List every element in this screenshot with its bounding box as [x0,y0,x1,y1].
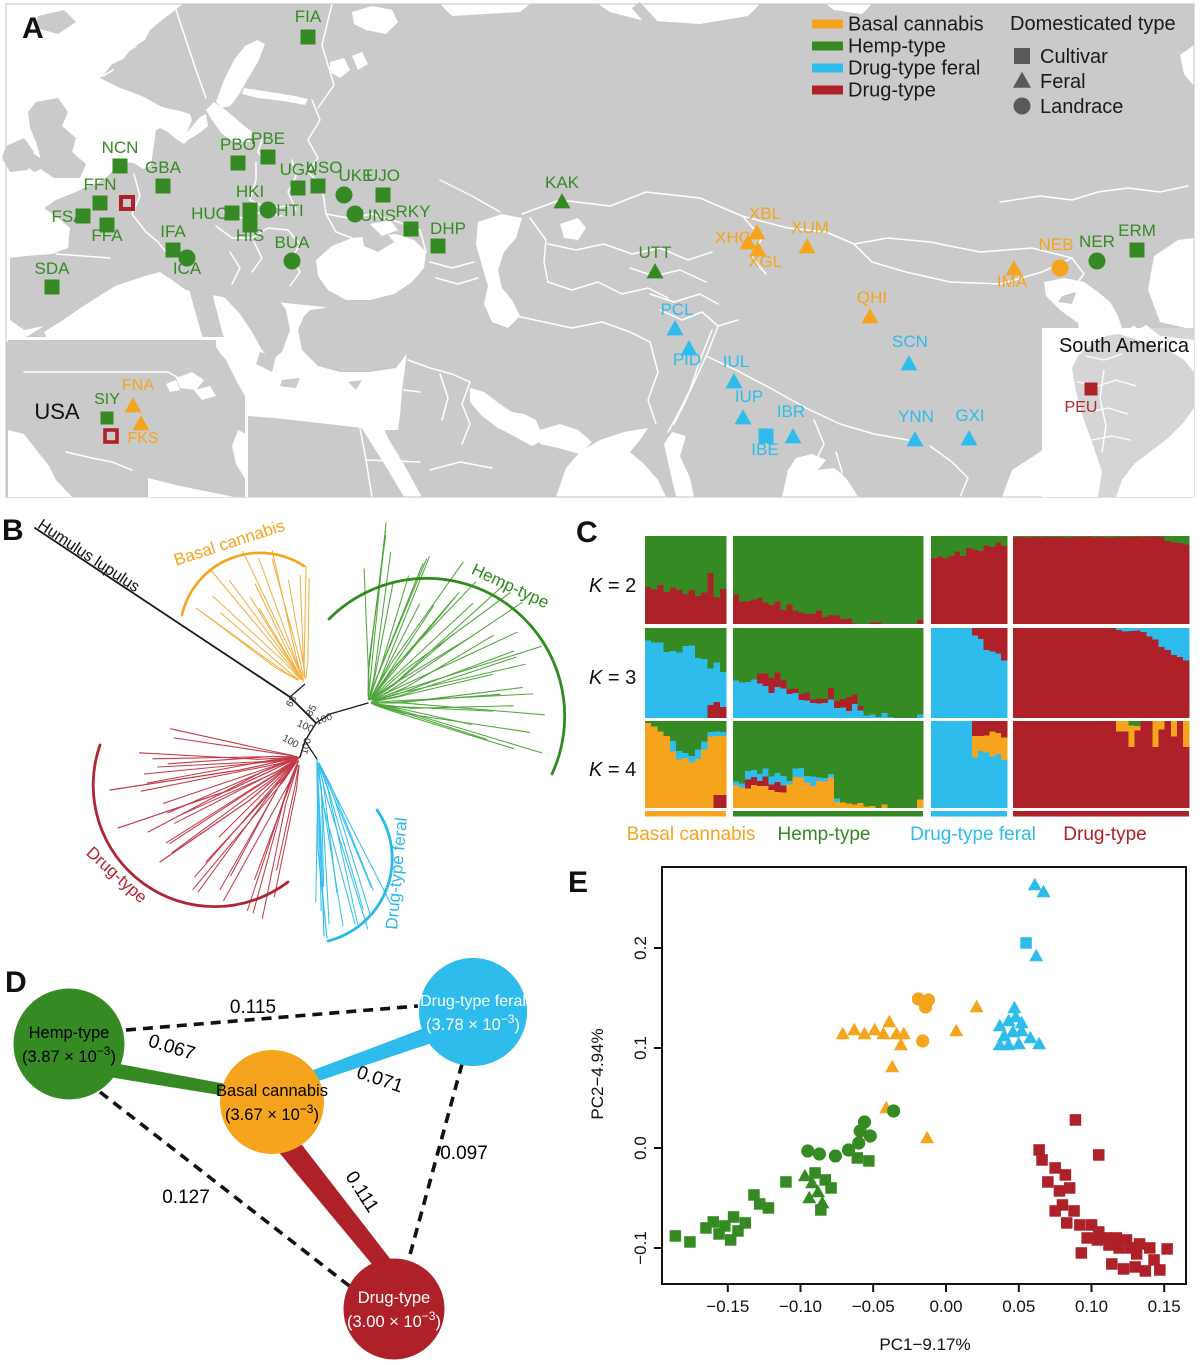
svg-text:B: B [2,514,24,547]
svg-text:DHP: DHP [430,219,466,238]
svg-text:0.127: 0.127 [162,1187,210,1208]
svg-text:IUP: IUP [735,387,763,406]
svg-text:K = 4: K = 4 [589,759,636,781]
svg-text:Hemp-type: Hemp-type [778,824,871,845]
svg-text:SDA: SDA [35,259,71,278]
svg-text:K = 2: K = 2 [589,575,636,597]
svg-text:Drug-type feral: Drug-type feral [910,824,1036,845]
svg-text:XHC: XHC [715,228,751,247]
svg-text:0.10: 0.10 [1075,1297,1108,1316]
svg-text:IBE: IBE [751,440,778,459]
svg-text:HUO: HUO [191,204,229,223]
svg-text:0.115: 0.115 [230,997,276,1018]
svg-text:−0.05: −0.05 [852,1297,895,1316]
svg-text:XBL: XBL [749,204,781,223]
svg-text:PEU: PEU [1065,399,1098,416]
svg-text:IUL: IUL [723,352,749,371]
svg-text:GBA: GBA [145,158,182,177]
svg-text:FNA: FNA [122,377,154,394]
svg-text:PC1−9.17%: PC1−9.17% [879,1335,970,1354]
svg-text:Hemp-type: Hemp-type [29,1024,110,1042]
svg-text:PID: PID [673,350,701,369]
svg-text:HKI: HKI [236,182,264,201]
svg-text:Domesticated type: Domesticated type [1010,13,1176,35]
svg-text:E: E [568,866,588,899]
svg-text:Basal cannabis: Basal cannabis [627,824,756,845]
svg-text:FFA: FFA [91,226,123,245]
svg-text:XUM: XUM [791,218,829,237]
svg-text:Feral: Feral [1040,71,1086,93]
svg-text:SIY: SIY [94,391,120,408]
svg-text:SCN: SCN [892,332,928,351]
svg-text:Drug-type feral: Drug-type feral [848,58,980,80]
svg-text:Basal cannabis: Basal cannabis [216,1082,328,1100]
svg-text:KAK: KAK [545,173,580,192]
svg-text:QHI: QHI [857,288,887,307]
svg-text:GXI: GXI [955,406,984,425]
svg-text:HIS: HIS [236,226,264,245]
svg-text:USA: USA [34,399,80,424]
svg-text:BUA: BUA [275,233,311,252]
svg-text:XGL: XGL [748,252,782,271]
svg-text:0.0: 0.0 [631,1136,650,1160]
svg-text:0.05: 0.05 [1002,1297,1035,1316]
svg-text:RKY: RKY [396,202,431,221]
svg-text:YNN: YNN [898,407,934,426]
svg-text:Drug-type feral: Drug-type feral [420,993,526,1010]
svg-text:UTT: UTT [638,243,671,262]
svg-text:Drug-type: Drug-type [848,80,936,102]
svg-text:Hemp-type: Hemp-type [848,36,946,58]
svg-text:Basal cannabis: Basal cannabis [848,14,984,36]
svg-text:FFN: FFN [83,175,116,194]
svg-text:UNS: UNS [360,206,396,225]
svg-text:Drug-type: Drug-type [358,1289,430,1307]
svg-text:−0.1: −0.1 [631,1231,650,1265]
svg-text:ERM: ERM [1118,221,1156,240]
svg-text:UKE: UKE [339,166,374,185]
svg-text:FIA: FIA [295,7,322,26]
svg-text:USO: USO [306,158,343,177]
svg-text:0.2: 0.2 [631,936,650,960]
svg-text:PBE: PBE [251,129,285,148]
svg-text:Drug-type: Drug-type [1063,824,1146,845]
svg-text:0.097: 0.097 [440,1143,488,1164]
svg-text:IMA: IMA [997,272,1028,291]
svg-text:0.15: 0.15 [1148,1297,1181,1316]
svg-text:−0.15: −0.15 [706,1297,749,1316]
svg-text:K = 3: K = 3 [589,667,636,689]
svg-text:0.00: 0.00 [929,1297,962,1316]
svg-text:C: C [576,516,598,549]
svg-text:FSA: FSA [51,207,85,226]
svg-text:IFA: IFA [160,222,186,241]
svg-text:Cultivar: Cultivar [1040,46,1108,68]
svg-text:PCL: PCL [660,300,693,319]
svg-text:South America: South America [1059,335,1190,357]
svg-text:0.1: 0.1 [631,1036,650,1060]
svg-text:PC2−4.94%: PC2−4.94% [588,1028,607,1119]
svg-text:−0.10: −0.10 [779,1297,822,1316]
svg-text:ICA: ICA [173,259,202,278]
svg-text:NEB: NEB [1039,235,1074,254]
svg-text:HTI: HTI [276,201,303,220]
svg-text:IBR: IBR [777,402,805,421]
svg-text:A: A [22,12,44,45]
svg-text:NCN: NCN [102,138,139,157]
svg-text:FKS: FKS [127,430,158,447]
svg-text:Landrace: Landrace [1040,96,1123,118]
svg-text:D: D [5,966,27,999]
svg-text:NER: NER [1079,232,1115,251]
